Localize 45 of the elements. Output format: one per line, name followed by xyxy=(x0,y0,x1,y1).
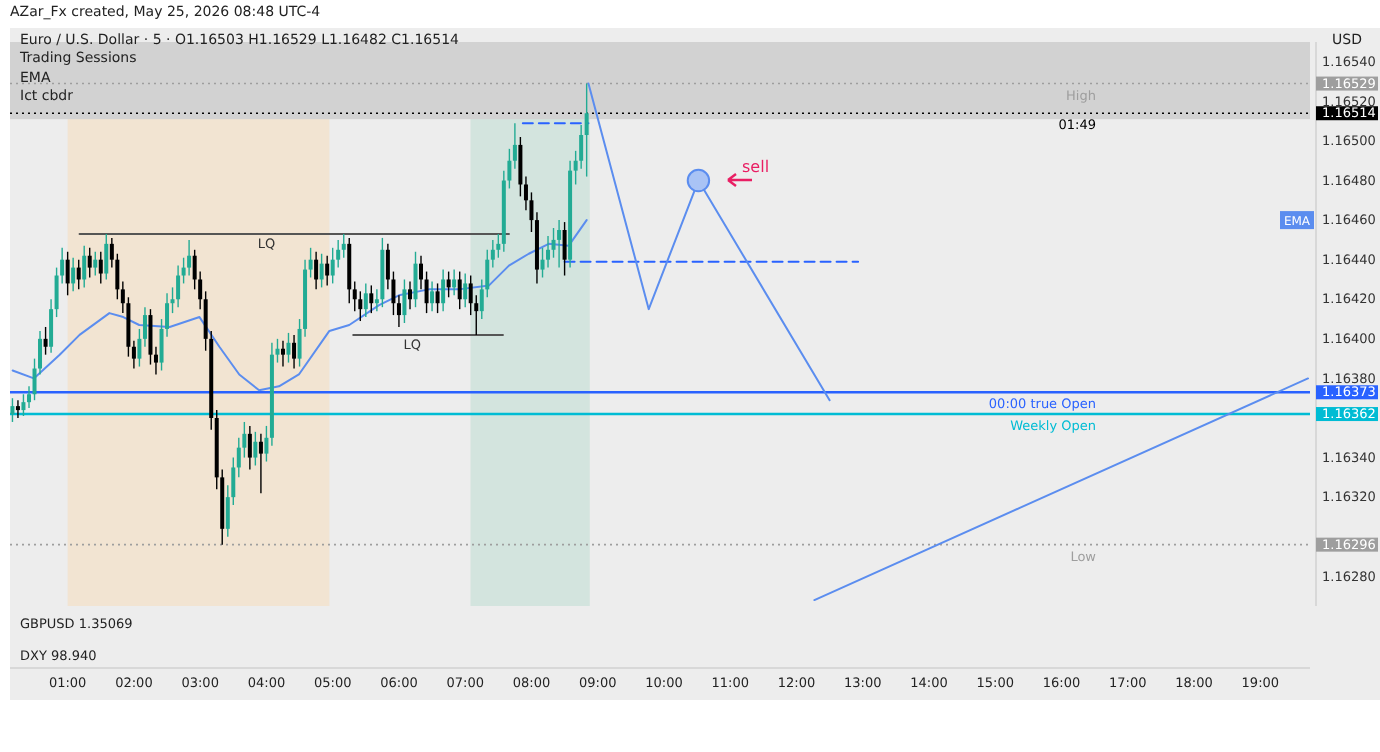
candlestick xyxy=(10,397,15,423)
candlestick xyxy=(15,399,20,419)
candlestick xyxy=(584,82,589,178)
candlestick xyxy=(176,264,181,308)
candlestick xyxy=(247,425,252,471)
candlestick xyxy=(258,433,263,494)
candlestick xyxy=(82,245,87,289)
candlestick xyxy=(71,257,76,293)
candlestick xyxy=(280,340,285,368)
candlestick xyxy=(65,251,70,297)
candlestick xyxy=(93,251,98,277)
candlestick xyxy=(347,237,352,304)
candlestick xyxy=(463,272,468,308)
candlestick xyxy=(430,280,435,312)
candlestick xyxy=(87,247,92,279)
candlestick xyxy=(446,270,451,298)
candlestick xyxy=(369,284,374,314)
candlestick xyxy=(562,221,567,277)
annotation: sell xyxy=(742,158,770,176)
candlestick xyxy=(253,431,258,467)
candlestick xyxy=(43,326,48,356)
candlestick xyxy=(546,235,551,269)
candlestick xyxy=(148,308,153,366)
candlestick xyxy=(76,258,81,291)
candlestick xyxy=(457,270,462,310)
candlestick xyxy=(98,251,103,285)
candlestick xyxy=(325,255,330,287)
candlestick xyxy=(314,251,319,291)
candlestick xyxy=(441,268,446,312)
candlestick xyxy=(286,332,291,364)
candlestick xyxy=(452,268,457,297)
line-series xyxy=(587,82,831,402)
candlestick xyxy=(402,278,407,324)
candlestick xyxy=(435,282,440,314)
candlestick xyxy=(363,282,368,318)
line-series xyxy=(11,219,588,392)
candlestick xyxy=(104,233,109,281)
candlestick xyxy=(330,247,335,285)
candlestick xyxy=(319,253,324,289)
candlestick xyxy=(408,280,413,310)
candlestick xyxy=(557,219,562,269)
candlestick xyxy=(187,239,192,277)
candlestick xyxy=(292,334,297,370)
candlestick xyxy=(413,251,418,308)
candlestick xyxy=(21,393,26,417)
